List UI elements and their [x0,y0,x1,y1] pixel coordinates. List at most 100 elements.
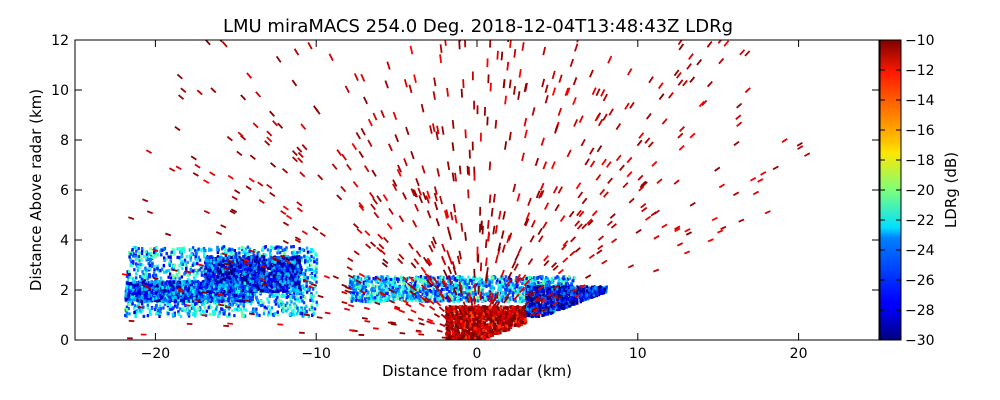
echo-cell [255,312,259,316]
echo-cell [169,307,172,312]
echo-cell [238,255,241,259]
echo-cell [258,263,261,267]
echo-cell [214,284,218,289]
echo-cell [236,266,239,271]
echo-cell [292,269,295,273]
echo-cell [497,288,500,292]
echo-cell [240,292,243,296]
echo-cell [207,305,211,309]
echo-cell [137,247,140,251]
echo-cell [282,287,286,292]
echo-cell [203,249,206,253]
echo-cell [268,251,272,255]
echo-cell [170,307,174,311]
echo-cell [538,275,542,279]
echo-cell [278,276,281,280]
echo-cell [253,259,257,263]
echo-cell [172,247,175,252]
echo-cell [195,284,199,289]
echo-cell [298,272,302,277]
echo-cell [566,284,570,288]
echo-cell [234,252,238,256]
echo-cell [124,313,127,317]
echo-cell [266,263,270,267]
echo-cell [349,296,352,300]
echo-cell [312,311,316,315]
echo-cell [169,292,173,296]
echo-cell [294,278,297,282]
echo-cell [192,271,196,275]
echo-cell [254,284,257,288]
echo-cell [274,281,277,286]
echo-cell [375,294,378,299]
echo-cell [232,253,235,257]
echo-cell [236,299,240,303]
echo-cell [134,296,137,301]
echo-cell [313,274,317,278]
echo-cell [190,252,193,257]
echo-cell [129,285,132,289]
echo-cell [230,294,234,299]
echo-cell [285,304,288,308]
echo-cell [266,287,270,292]
echo-cell [188,299,191,303]
echo-cell [244,295,247,299]
echo-cell [245,274,248,278]
echo-cell [231,298,234,302]
echo-cell [163,299,167,303]
echo-cell [161,248,164,252]
echo-cell [187,287,190,291]
echo-cell [371,286,374,291]
echo-cell [169,283,172,288]
echo-cell [232,262,236,267]
echo-cell [143,268,146,272]
echo-cell [246,245,250,249]
echo-cell [145,297,149,301]
echo-cell [202,282,205,286]
echo-cell [405,286,409,290]
echo-cell [232,282,235,286]
echo-cell [140,287,144,292]
echo-cell [249,296,252,300]
echo-cell [124,294,128,298]
echo-cell [125,274,129,278]
echo-cell [416,290,419,295]
echo-cell [181,286,185,290]
echo-cell [315,291,318,295]
echo-cell [254,250,257,254]
echo-cell [282,251,286,255]
echo-cell [155,246,158,250]
echo-cell [126,288,130,292]
echo-cell [300,247,303,251]
echo-cell [131,292,134,297]
echo-cell [295,295,298,299]
echo-cell [307,258,311,262]
echo-cell [126,281,130,286]
echo-cell [130,297,133,301]
echo-cell [277,272,280,276]
echo-cell [173,252,176,256]
echo-cell [258,290,262,295]
echo-cell [206,287,209,292]
echo-cell [303,260,307,264]
echo-cell [247,270,251,274]
echo-cell [239,266,243,270]
echo-cell [285,291,288,296]
echo-cell [132,260,135,264]
echo-cell [186,308,190,312]
echo-cell [277,274,281,278]
echo-cell [245,251,248,255]
echo-cell [266,275,270,279]
echo-cell [166,280,169,284]
echo-cell [174,282,177,286]
echo-cell [241,280,244,284]
echo-cell [234,277,238,281]
echo-cell [250,287,254,291]
echo-cell [309,280,312,285]
echo-cell [232,275,235,279]
echo-cell [261,268,264,272]
echo-cell [281,306,285,311]
echo-cell [222,245,226,249]
echo-cell [140,302,144,306]
echo-cell [282,285,285,289]
